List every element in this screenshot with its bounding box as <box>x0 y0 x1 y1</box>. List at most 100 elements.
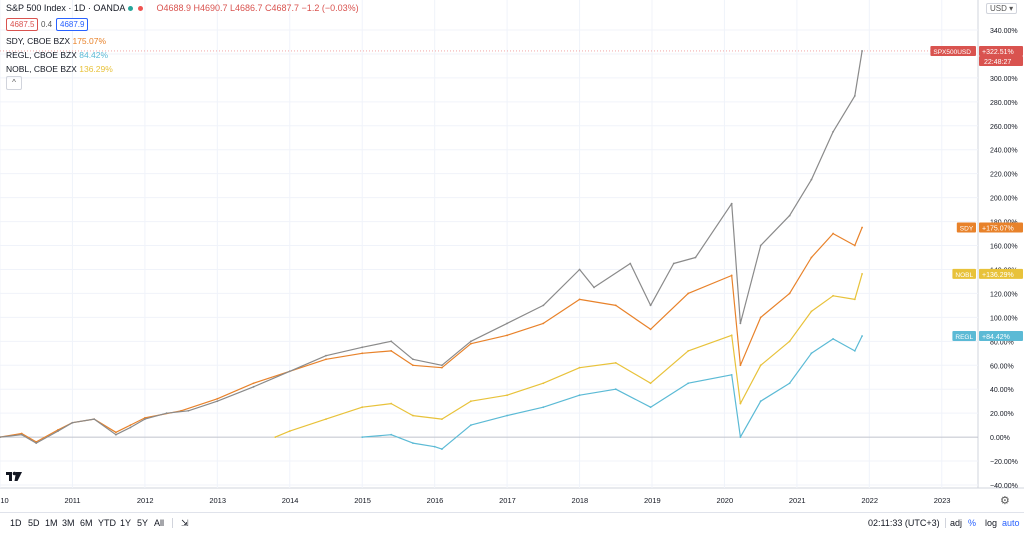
clock-time[interactable]: 02:11:33 (UTC+3) <box>868 518 940 528</box>
data-point-nobl <box>649 382 652 385</box>
range-5d-button[interactable]: 5D <box>28 518 40 528</box>
data-point-spx500usd <box>853 94 856 97</box>
badge-value-text: +84.42% <box>982 334 1010 341</box>
x-tick-label: 2018 <box>572 496 589 505</box>
y-tick-label: 20.00% <box>990 411 1014 418</box>
data-point-nobl <box>853 298 856 301</box>
data-point-spx500usd <box>861 50 863 52</box>
x-tick-label: 2012 <box>137 496 154 505</box>
percent-toggle[interactable]: % <box>968 518 977 528</box>
data-point-spx500usd <box>325 354 327 357</box>
data-point-spx500usd <box>361 346 364 349</box>
data-point-nobl <box>542 382 545 385</box>
data-point-nobl <box>361 406 364 409</box>
range-6m-button[interactable]: 6M <box>80 518 93 528</box>
data-point-regl <box>788 382 791 385</box>
badge-name-text: REGL <box>955 334 973 341</box>
data-point-sdy <box>216 397 219 400</box>
series-line-regl <box>362 335 863 450</box>
data-point-sdy <box>687 292 690 295</box>
x-tick-label: 2019 <box>644 496 661 505</box>
badge-name-regl <box>952 331 976 342</box>
range-1m-button[interactable]: 1M <box>45 518 58 528</box>
legend-label: REGL, CBOE BZX <box>6 50 77 60</box>
legend-value: 175.07% <box>72 36 107 46</box>
data-point-spx500usd <box>390 340 393 343</box>
data-point-sdy <box>730 274 733 277</box>
x-tick-label: 2016 <box>427 496 444 505</box>
y-tick-label: 0.00% <box>990 435 1010 442</box>
data-point-sdy <box>861 226 863 229</box>
spread-value: 0.4 <box>41 20 53 29</box>
currency-button[interactable]: USD ▾ <box>986 3 1018 14</box>
data-point-spx500usd <box>57 430 59 433</box>
data-point-sdy <box>853 244 856 247</box>
data-point-nobl <box>274 436 277 439</box>
legend-item-nobl[interactable]: NOBL, CBOE BZX 136.29% <box>6 64 113 74</box>
badge-value-sdy <box>979 222 1023 233</box>
data-point-regl <box>361 436 364 439</box>
x-tick-label: 2014 <box>282 496 299 505</box>
range-ytd-button[interactable]: YTD <box>98 518 116 528</box>
legend-item-regl[interactable]: REGL, CBOE BZX 84.42% <box>6 50 108 60</box>
data-point-regl <box>853 349 856 352</box>
data-point-sdy <box>759 316 762 319</box>
collapse-legend-button[interactable]: ^ <box>6 76 22 90</box>
data-point-spx500usd <box>35 442 38 444</box>
bid-price-button[interactable]: 4687.5 <box>6 18 39 31</box>
data-point-nobl <box>325 418 327 421</box>
data-point-nobl <box>739 402 742 405</box>
data-point-spx500usd <box>832 130 835 133</box>
range-1d-button[interactable]: 1D <box>10 518 22 528</box>
data-point-sdy <box>469 342 472 345</box>
data-point-sdy <box>788 292 791 295</box>
range-1y-button[interactable]: 1Y <box>120 518 132 528</box>
y-tick-label: 40.00% <box>990 387 1014 394</box>
badge-name-text: SPX500USD <box>933 49 971 56</box>
range-5y-button[interactable]: 5Y <box>137 518 149 528</box>
data-point-regl <box>433 445 436 448</box>
chart[interactable]: 340.00%320.00%300.00%280.00%260.00%240.0… <box>0 0 1024 512</box>
log-toggle[interactable]: log <box>985 518 998 528</box>
y-tick-label: 240.00% <box>990 148 1018 155</box>
data-point-spx500usd <box>129 426 132 429</box>
badge-value-regl <box>979 331 1023 342</box>
settings-gear-icon[interactable]: ⚙ <box>1000 495 1010 507</box>
data-point-regl <box>578 394 581 397</box>
badge-value-spx500usd <box>979 45 1023 56</box>
data-point-spx500usd <box>0 436 1 439</box>
range-3m-button[interactable]: 3M <box>62 518 75 528</box>
series-line-spx500usd <box>0 50 863 444</box>
data-point-nobl <box>469 400 472 403</box>
adj-toggle[interactable]: adj <box>950 518 963 528</box>
goto-date-icon[interactable]: ⇲ <box>181 518 189 528</box>
range-all-button[interactable]: All <box>154 518 165 528</box>
y-tick-label: 160.00% <box>990 244 1018 251</box>
data-point-spx500usd <box>20 433 23 436</box>
data-point-nobl <box>412 414 414 417</box>
badge-name-text: NOBL <box>955 272 973 279</box>
data-point-nobl <box>687 349 690 352</box>
data-point-spx500usd <box>93 418 96 421</box>
data-point-regl <box>687 382 690 385</box>
legend-item-sdy[interactable]: SDY, CBOE BZX 175.07% <box>6 36 106 46</box>
data-point-spx500usd <box>694 256 697 259</box>
y-tick-label: 340.00% <box>990 28 1018 35</box>
data-point-spx500usd <box>252 385 255 388</box>
legend-label: SDY, CBOE BZX <box>6 36 71 46</box>
data-point-spx500usd <box>578 268 581 271</box>
data-point-regl <box>730 373 733 376</box>
data-point-nobl <box>614 361 617 364</box>
data-point-sdy <box>739 364 742 367</box>
x-tick-label: 2010 <box>0 496 9 505</box>
badge-value-text: +136.29% <box>982 272 1014 279</box>
data-point-spx500usd <box>469 340 472 343</box>
ask-price-button[interactable]: 4687.9 <box>56 18 89 31</box>
data-point-nobl <box>288 430 291 433</box>
data-point-sdy <box>361 352 364 355</box>
data-point-regl <box>861 335 863 337</box>
y-tick-label: 80.00% <box>990 339 1014 346</box>
data-point-spx500usd <box>216 400 219 403</box>
symbol-title[interactable]: S&P 500 Index · 1D · OANDA <box>6 3 125 13</box>
auto-toggle[interactable]: auto <box>1002 518 1020 528</box>
